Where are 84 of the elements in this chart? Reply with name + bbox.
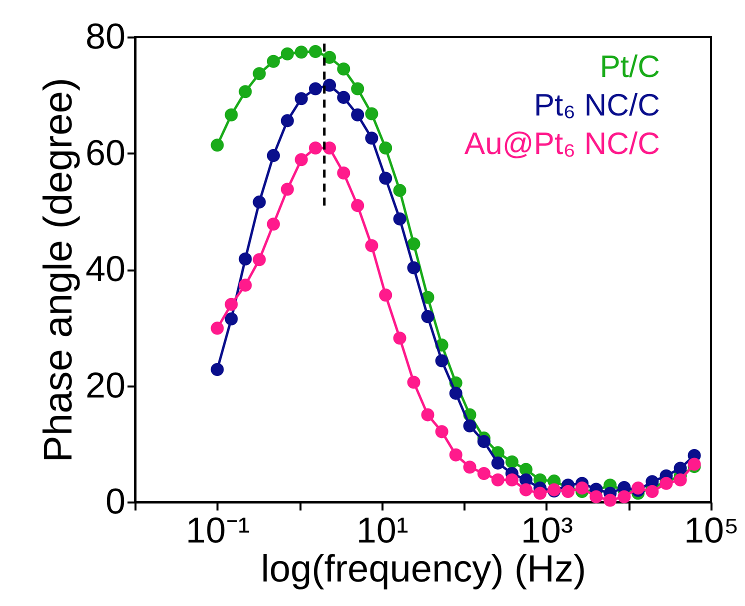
point — [308, 45, 322, 58]
point — [463, 419, 476, 432]
point — [477, 467, 490, 480]
x-tick-label: 10⁻¹ — [186, 510, 250, 550]
point — [280, 114, 294, 128]
point — [252, 253, 266, 266]
point — [351, 199, 364, 212]
point — [674, 473, 687, 486]
point — [252, 196, 266, 209]
point — [294, 153, 308, 166]
point — [322, 78, 336, 92]
point — [674, 462, 687, 475]
point — [590, 490, 603, 504]
point — [280, 182, 294, 196]
point — [421, 408, 434, 422]
point — [365, 239, 378, 252]
point — [519, 483, 532, 496]
y-tick-label: 60 — [85, 132, 126, 173]
point — [337, 166, 350, 180]
point — [224, 312, 238, 326]
point — [294, 92, 308, 106]
point — [365, 107, 378, 120]
point — [379, 172, 392, 185]
point — [379, 288, 392, 302]
point — [435, 354, 448, 368]
point — [491, 473, 504, 486]
text: Pt₆ NC/C — [534, 88, 660, 122]
point — [477, 435, 490, 448]
point — [337, 90, 350, 104]
point — [322, 50, 336, 64]
point — [322, 142, 336, 155]
x-axis-title: log(frequency) (Hz) — [260, 548, 586, 590]
point — [210, 362, 224, 376]
y-tick-label: 0 — [105, 480, 126, 522]
point — [435, 425, 448, 438]
point — [604, 494, 617, 507]
point — [534, 486, 547, 500]
point — [294, 46, 308, 59]
point — [421, 310, 434, 324]
point — [449, 386, 462, 400]
y-tick-label: 40 — [85, 248, 126, 289]
point — [224, 108, 238, 122]
text: Pt/C — [600, 49, 660, 84]
x-tick-label: 10¹ — [356, 510, 408, 550]
point — [308, 142, 322, 155]
point — [393, 332, 406, 345]
y-tick-label: 20 — [85, 364, 126, 406]
point — [238, 278, 252, 292]
y-tick-label: 80 — [85, 16, 126, 56]
point — [505, 473, 518, 486]
point — [351, 82, 364, 96]
y-axis-title: Phase angle (degree) — [36, 78, 80, 462]
point — [379, 142, 392, 155]
point — [393, 184, 406, 197]
point — [562, 485, 575, 498]
point — [407, 261, 420, 274]
point — [393, 212, 406, 226]
point — [646, 485, 659, 498]
point — [266, 218, 280, 231]
point — [688, 458, 701, 471]
point — [576, 482, 589, 495]
point — [280, 47, 294, 60]
point — [407, 376, 420, 389]
point — [449, 448, 462, 462]
point — [491, 456, 504, 470]
point — [266, 149, 280, 162]
point — [238, 85, 252, 98]
point — [210, 138, 224, 152]
point — [407, 237, 420, 250]
point — [365, 132, 378, 145]
point — [463, 460, 476, 474]
point — [210, 322, 224, 335]
x-tick-label: 10³ — [520, 510, 573, 550]
point — [224, 298, 238, 311]
point — [618, 490, 631, 504]
text: Au@Pt₆ NC/C — [464, 126, 660, 161]
point — [351, 108, 364, 122]
point — [337, 62, 350, 76]
x-tick-label: 10⁵ — [684, 510, 739, 550]
point — [238, 252, 252, 266]
point — [266, 54, 280, 68]
point — [308, 82, 322, 96]
point — [505, 455, 518, 468]
point — [252, 67, 266, 80]
